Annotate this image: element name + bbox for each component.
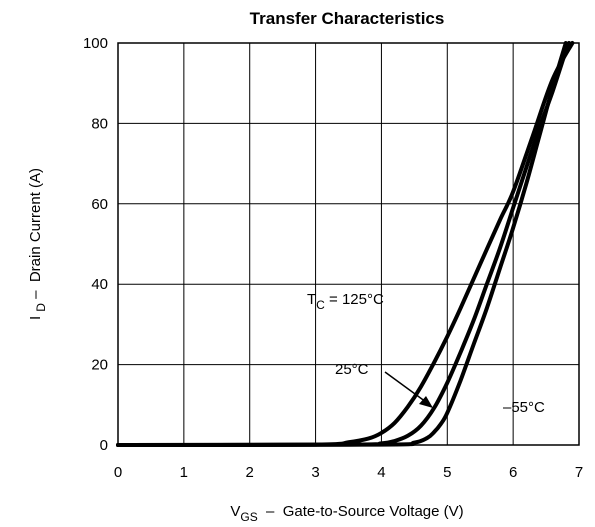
- annotation-25c: 25°C: [335, 361, 369, 378]
- annotation-minus55c: –55°C: [503, 399, 545, 416]
- x-tick-label: 4: [377, 464, 385, 481]
- x-tick-label: 2: [246, 464, 254, 481]
- y-tick-label: 100: [83, 35, 108, 52]
- y-tick-label: 40: [91, 276, 108, 293]
- annotation-25c-arrowhead: [419, 396, 433, 408]
- chart-title: Transfer Characteristics: [250, 9, 445, 28]
- y-tick-label: 20: [91, 357, 108, 374]
- x-tick-label: 5: [443, 464, 451, 481]
- x-tick-label: 0: [114, 464, 122, 481]
- x-tick-label: 6: [509, 464, 517, 481]
- x-tick-label: 7: [575, 464, 583, 481]
- y-tick-labels: 0 20 40 60 80 100: [83, 35, 108, 454]
- curve-minus55c: [116, 41, 568, 447]
- y-tick-label: 80: [91, 115, 108, 132]
- y-axis-label: I D – Drain Current (A): [27, 168, 48, 320]
- x-axis-label: VGS – Gate-to-Source Voltage (V): [230, 503, 463, 524]
- y-tick-label: 60: [91, 196, 108, 213]
- annotation-25c-arrow: [384, 371, 427, 403]
- x-tick-labels: 0 1 2 3 4 5 6 7: [114, 464, 583, 481]
- curve-125c: [116, 41, 575, 447]
- annotation-tc-125: TC = 125°C: [307, 291, 384, 312]
- curves: [116, 41, 575, 447]
- x-tick-label: 1: [180, 464, 188, 481]
- x-tick-label: 3: [311, 464, 319, 481]
- curve-25c: [116, 41, 572, 447]
- y-tick-label: 0: [100, 437, 108, 454]
